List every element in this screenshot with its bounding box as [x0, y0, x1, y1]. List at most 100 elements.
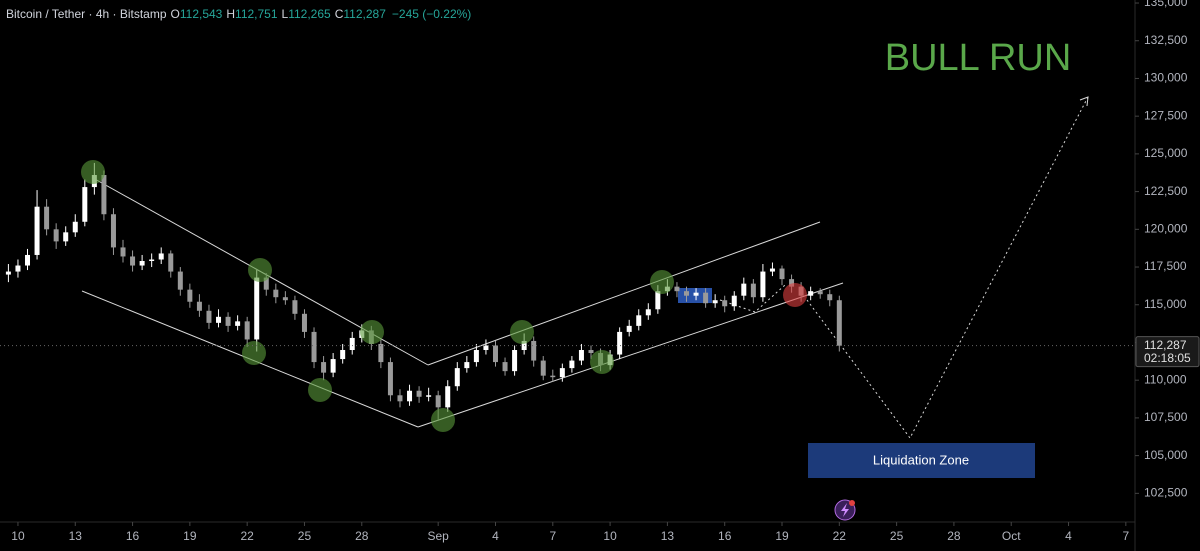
x-tick-label: 28 — [355, 529, 369, 543]
candle-body — [168, 253, 174, 272]
touch-point — [308, 378, 332, 402]
x-tick-label: 10 — [11, 529, 25, 543]
touch-points — [81, 160, 807, 432]
ohlc-key: C — [334, 7, 344, 21]
x-tick-label: 7 — [1122, 529, 1129, 543]
channel-line — [417, 282, 844, 428]
breakdown-point — [783, 283, 807, 307]
candle-body — [206, 310, 212, 323]
candle-body — [817, 291, 823, 295]
touch-point — [248, 258, 272, 282]
candle-body — [216, 316, 222, 323]
y-tick-label: 125,000 — [1144, 146, 1188, 160]
candle-body — [750, 283, 756, 298]
x-tick-label: 28 — [947, 529, 961, 543]
candles — [5, 162, 842, 421]
y-tick-label: 135,000 — [1144, 0, 1188, 9]
candle-body — [130, 256, 136, 266]
ohlc-value: 112,751 — [235, 7, 278, 21]
y-tick-label: 122,500 — [1144, 184, 1188, 198]
candle-body — [235, 321, 241, 326]
touch-point — [510, 320, 534, 344]
candle-body — [760, 271, 766, 298]
x-tick-label: 25 — [298, 529, 312, 543]
x-tick-label: 22 — [240, 529, 254, 543]
x-tick-label: 16 — [718, 529, 732, 543]
projection-path — [719, 284, 786, 313]
candle-body — [674, 286, 680, 292]
y-tick-label: 127,500 — [1144, 108, 1188, 122]
change: −245 (−0.22%) — [391, 7, 472, 21]
candle-body — [617, 331, 623, 355]
candle-body — [321, 362, 327, 373]
candle-body — [512, 350, 518, 372]
candle-body — [120, 247, 126, 257]
y-tick-label: 130,000 — [1144, 71, 1188, 85]
candle-body — [301, 313, 307, 332]
y-tick-label: 110,000 — [1144, 372, 1187, 386]
candle-body — [655, 291, 661, 310]
candle-body — [588, 350, 594, 354]
x-tick-label: 22 — [833, 529, 847, 543]
candle-body — [387, 362, 393, 396]
candle-body — [836, 300, 842, 346]
candle-body — [139, 261, 145, 266]
x-tick-label: 4 — [492, 529, 499, 543]
candle-body — [72, 221, 78, 233]
ohlc-key: H — [226, 7, 236, 21]
x-tick-label: 16 — [126, 529, 140, 543]
price-axis — [1135, 0, 1200, 551]
candle-body — [741, 283, 747, 296]
y-tick-label: 107,500 — [1144, 410, 1188, 424]
drawings — [81, 96, 1089, 439]
candle-body — [731, 295, 737, 307]
candle-body — [540, 360, 546, 376]
candle-body — [225, 316, 231, 326]
candle-body — [407, 390, 413, 402]
candle-body — [273, 289, 279, 298]
ohlc-key: L — [281, 7, 289, 21]
x-tick-label: 4 — [1065, 529, 1072, 543]
x-tick-label: Sep — [428, 529, 450, 543]
candle-body — [626, 325, 632, 332]
touch-point — [360, 320, 384, 344]
candle-body — [44, 206, 50, 230]
candle-body — [769, 268, 775, 272]
x-tick-label: 13 — [661, 529, 675, 543]
candle-body — [693, 292, 699, 296]
candle-body — [311, 331, 317, 363]
touch-point — [590, 350, 614, 374]
candle-body — [5, 271, 11, 275]
candle-body — [149, 259, 155, 261]
candle-body — [454, 368, 460, 387]
x-tick-label: 19 — [775, 529, 789, 543]
candle-body — [63, 232, 69, 242]
headline: BULL RUN — [885, 37, 1072, 79]
countdown-label: 02:18:05 — [1144, 351, 1191, 365]
candle-body — [340, 350, 346, 360]
candle-body — [416, 390, 422, 397]
candle-body — [445, 386, 451, 408]
candle-body — [244, 321, 250, 340]
x-tick-label: 25 — [890, 529, 904, 543]
event-icon-bolt — [841, 503, 849, 517]
candle-body — [550, 375, 556, 378]
x-tick-label: 19 — [183, 529, 197, 543]
candle-body — [82, 187, 88, 222]
projection-path — [806, 96, 1089, 439]
candle-body — [263, 277, 269, 290]
candle-body — [397, 395, 403, 402]
candle-body — [330, 359, 336, 373]
ohlc-value: 112,265 — [288, 7, 331, 21]
symbol: Bitcoin / Tether · 4h · Bitstamp — [6, 7, 167, 21]
touch-point — [650, 270, 674, 294]
candle-body — [282, 297, 288, 301]
candle-body — [578, 350, 584, 361]
x-tick-label: 7 — [549, 529, 556, 543]
y-tick-label: 117,500 — [1144, 259, 1187, 273]
candle-body — [426, 395, 432, 397]
candle-body — [177, 271, 183, 290]
candle-body — [25, 254, 31, 266]
touch-point — [81, 160, 105, 184]
candle-body — [254, 277, 260, 340]
